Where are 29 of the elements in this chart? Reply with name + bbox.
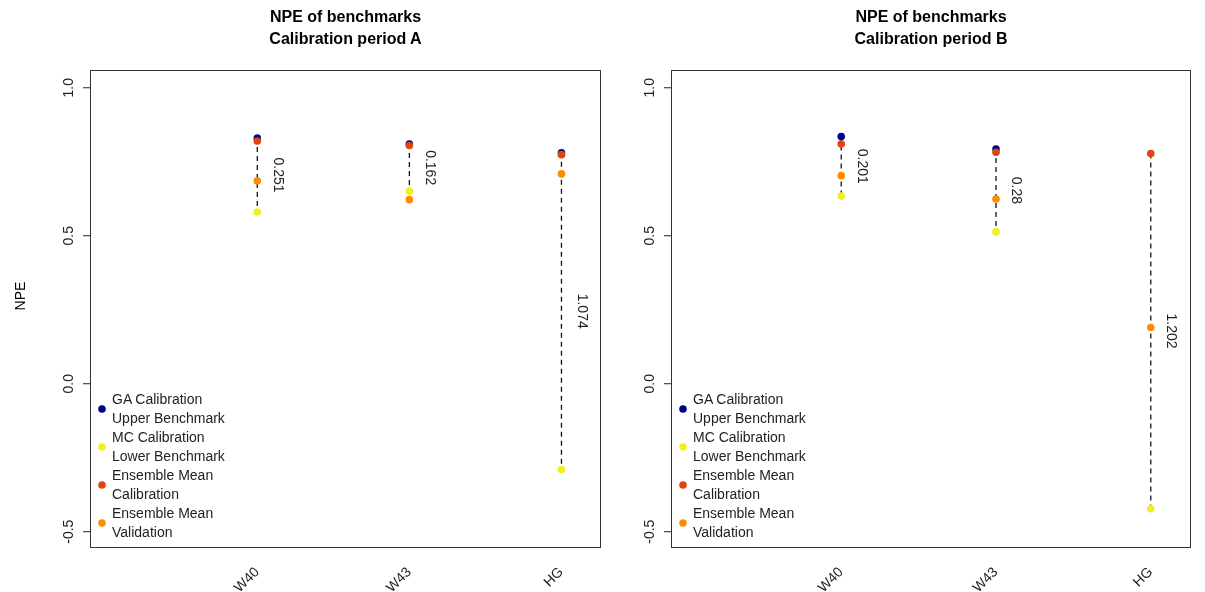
annotation: 0.28 <box>1009 176 1026 205</box>
legend-label: Ensemble Mean Calibration <box>112 466 215 504</box>
legend-label: MC Calibration Lower Benchmark <box>693 428 807 466</box>
y-axis-title: NPE <box>12 281 29 311</box>
y-tick-label: 0.5 <box>60 225 76 246</box>
chart-title: NPE of benchmarks <box>268 7 423 27</box>
x-tick-label: HG <box>1129 563 1156 590</box>
legend-label: MC Calibration Lower Benchmark <box>112 428 226 466</box>
legend-label: Ensemble Mean Validation <box>112 504 215 542</box>
y-tick-label: 1.0 <box>641 77 657 98</box>
legend-label: GA Calibration Upper Benchmark <box>112 390 226 428</box>
annotation: 0.251 <box>270 157 287 193</box>
annotation: 0.201 <box>854 148 871 185</box>
annotation: 0.162 <box>422 150 439 186</box>
y-tick-label: -0.5 <box>60 519 76 544</box>
legend-label: Ensemble Mean Validation <box>693 504 796 542</box>
legend-label: GA Calibration Upper Benchmark <box>693 390 807 428</box>
chart-title: NPE of benchmarks <box>854 7 1008 27</box>
y-tick-label: 0.0 <box>60 373 76 394</box>
y-tick-label: 0.0 <box>641 373 657 394</box>
legend-label: Ensemble Mean Calibration <box>693 466 796 504</box>
annotation: 1.074 <box>574 293 591 329</box>
y-tick-label: 0.5 <box>641 225 657 246</box>
x-tick-label: HG <box>540 563 567 590</box>
chart-subtitle: Calibration period A <box>268 29 423 49</box>
chart-subtitle: Calibration period B <box>853 29 1009 49</box>
y-tick-label: 1.0 <box>60 77 76 98</box>
annotation: 1.202 <box>1164 313 1181 349</box>
y-tick-label: -0.5 <box>641 519 657 544</box>
